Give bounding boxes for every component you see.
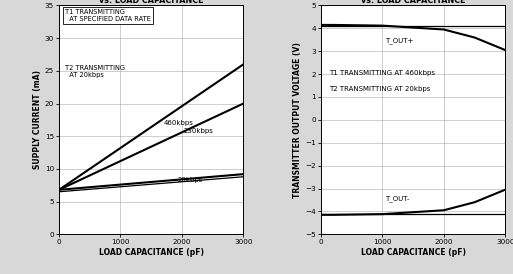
Text: T_OUT-: T_OUT-	[385, 195, 410, 202]
Y-axis label: SUPPLY CURRENT (mA): SUPPLY CURRENT (mA)	[33, 70, 42, 169]
Text: 460kbps: 460kbps	[164, 120, 193, 126]
X-axis label: LOAD CAPACITANCE (pF): LOAD CAPACITANCE (pF)	[361, 248, 466, 257]
Text: T1 TRANSMITTING
  AT SPECIFIED DATA RATE: T1 TRANSMITTING AT SPECIFIED DATA RATE	[66, 9, 151, 22]
Text: T2 TRANSMITTING AT 20kbps: T2 TRANSMITTING AT 20kbps	[329, 86, 430, 92]
Text: T1 TRANSMITTING AT 460kbps: T1 TRANSMITTING AT 460kbps	[329, 70, 435, 76]
Text: 230kbps: 230kbps	[183, 128, 213, 134]
Y-axis label: TRANSMITTER OUTPUT VOLTAGE (V): TRANSMITTER OUTPUT VOLTAGE (V)	[293, 42, 303, 198]
Title: MAX3316/MAX3317
TRANSMITTER OUTPUT VOLTAGE
vs. LOAD CAPACITANCE: MAX3316/MAX3317 TRANSMITTER OUTPUT VOLTA…	[340, 0, 486, 5]
Text: T_OUT+: T_OUT+	[385, 38, 414, 44]
Text: T2 TRANSMITTING
  AT 20kbps: T2 TRANSMITTING AT 20kbps	[66, 65, 126, 78]
Title: MAX3316/MAX3317
OPERATING SUPPLY CURRENT
vs. LOAD CAPACITANCE: MAX3316/MAX3317 OPERATING SUPPLY CURRENT…	[85, 0, 218, 5]
X-axis label: LOAD CAPACITANCE (pF): LOAD CAPACITANCE (pF)	[98, 248, 204, 257]
Text: 20kbps: 20kbps	[177, 177, 203, 183]
